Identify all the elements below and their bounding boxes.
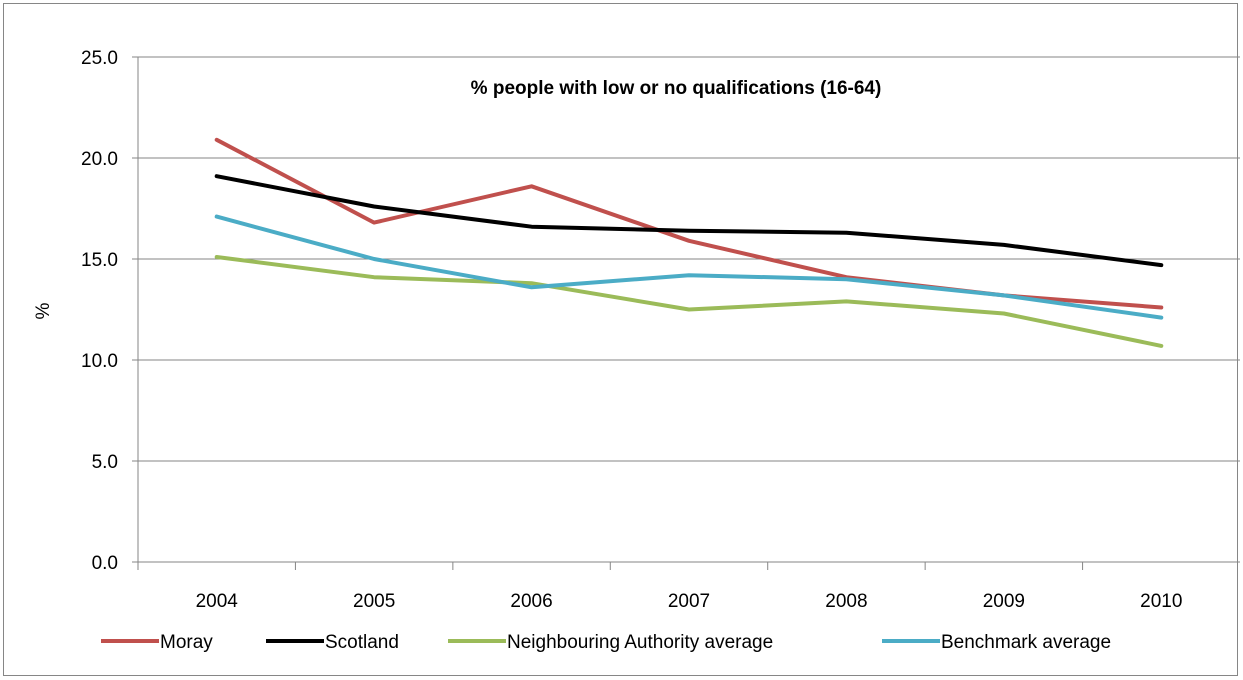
- series-lines: [214, 137, 1164, 348]
- x-tick-labels: 2004 2005 2006 2007 2008 2009 2010: [196, 591, 1183, 612]
- y-tick-label: 25.0: [81, 48, 118, 69]
- legend-label-scotland: Scotland: [325, 632, 399, 653]
- legend-label-neighbouring-authority-average: Neighbouring Authority average: [507, 632, 773, 653]
- y-tick-label: 15.0: [81, 250, 118, 271]
- x-tick-label: 2006: [510, 591, 552, 612]
- y-axis-label: %: [33, 302, 54, 319]
- y-tick-labels: 0.0 5.0 10.0 15.0 20.0 25.0: [81, 48, 118, 574]
- x-tick-label: 2010: [1140, 591, 1182, 612]
- x-tick-label: 2007: [668, 591, 710, 612]
- x-tick-label: 2005: [353, 591, 395, 612]
- series-line-benchmark-average: [214, 214, 1164, 320]
- x-tick-label: 2008: [825, 591, 867, 612]
- legend: Moray Scotland Neighbouring Authority aver…: [101, 632, 1111, 653]
- y-tick-label: 0.0: [92, 553, 118, 574]
- chart-title: % people with low or no qualifications (…: [471, 78, 882, 99]
- y-tick-label: 10.0: [81, 351, 118, 372]
- series-line-scotland: [214, 174, 1164, 268]
- x-tick-label: 2004: [196, 591, 239, 612]
- x-tick-label: 2009: [983, 591, 1025, 612]
- chart-frame: [3, 3, 1238, 676]
- series-line-moray: [214, 137, 1164, 310]
- legend-label-benchmark-average: Benchmark average: [941, 632, 1111, 653]
- series-line-neighbouring-authority-average: [214, 255, 1164, 348]
- legend-label-moray: Moray: [160, 632, 213, 653]
- gridlines: [138, 56, 1240, 462]
- y-tick-label: 5.0: [92, 452, 118, 473]
- axes: [132, 56, 1240, 570]
- y-tick-label: 20.0: [81, 149, 118, 170]
